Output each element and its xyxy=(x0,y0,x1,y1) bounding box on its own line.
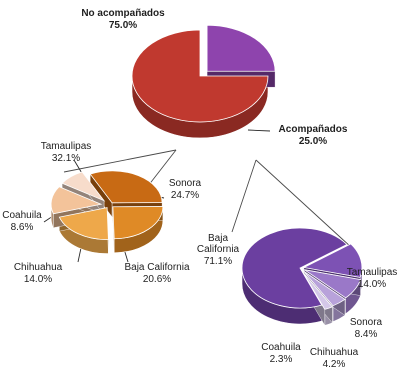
main-slice-acompanados xyxy=(206,24,276,72)
label-2-coahuila: Coahuila 2.3% xyxy=(261,342,301,365)
left-slice-tamaulipas xyxy=(89,170,163,204)
label-2-sonora: Sonora 8.4% xyxy=(350,317,383,340)
connector-line-0 xyxy=(63,149,177,173)
connector-line-1 xyxy=(147,149,177,187)
label-1-tamaulipas: Tamaulipas 32.1% xyxy=(41,141,92,164)
main-slice-no-acompanados xyxy=(131,29,269,123)
label-1-chihuahua: Chihuahua 14.0% xyxy=(14,262,63,285)
left-slice-chihuahua xyxy=(50,186,103,215)
left-slice-baja-california xyxy=(58,207,109,240)
connector-line-2 xyxy=(231,159,257,233)
leader-line-1 xyxy=(247,129,271,132)
label-2-baja-california: Baja California 71.1% xyxy=(197,233,240,267)
pie-chart-right xyxy=(241,227,363,327)
label-0-acompanados: Acompañados 25.0% xyxy=(279,124,348,147)
connector-line-3 xyxy=(255,159,353,249)
right-slice-coahuila xyxy=(302,272,333,310)
label-2-tamaulipas: Tamaulipas 14.0% xyxy=(347,267,398,290)
right-slice-baja-california xyxy=(241,227,348,309)
label-1-coahuila: Coahuila 8.6% xyxy=(2,210,42,233)
left-slice-coahuila xyxy=(61,171,106,202)
label-1-sonora: Sonora 24.7% xyxy=(169,178,202,201)
pie-chart-left xyxy=(50,170,164,254)
data-labels: No acompañados 75.0% Acompañados 25.0% Tamau… xyxy=(2,8,397,370)
pie-chart-main xyxy=(131,24,276,139)
label-2-chihuahua: Chihuahua 4.2% xyxy=(310,347,359,370)
right-slice-tamaulipas xyxy=(302,243,363,278)
label-0-no-acompanados: No acompañados 75.0% xyxy=(81,8,165,31)
label-1-baja-california: Baja California 20.6% xyxy=(124,262,189,285)
left-slice-sonora xyxy=(112,206,164,240)
right-slice-chihuahua xyxy=(303,270,346,307)
right-slice-sonora xyxy=(304,269,362,299)
